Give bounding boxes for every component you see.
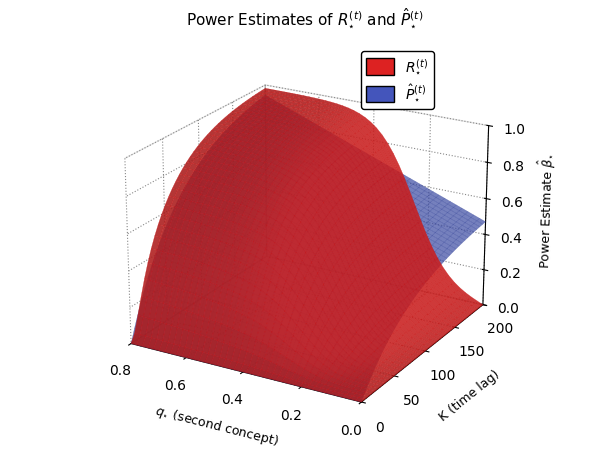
Title: Power Estimates of $R_{\star}^{(t)}$ and $\hat{P}_{\star}^{(t)}$: Power Estimates of $R_{\star}^{(t)}$ and…	[187, 7, 423, 30]
Y-axis label: K (time lag): K (time lag)	[437, 368, 502, 424]
Legend: $R_{\star}^{(t)}$, $\hat{P}_{\star}^{(t)}$: $R_{\star}^{(t)}$, $\hat{P}_{\star}^{(t)…	[361, 51, 434, 108]
X-axis label: $q_{\star}$ (second concept): $q_{\star}$ (second concept)	[152, 403, 280, 450]
